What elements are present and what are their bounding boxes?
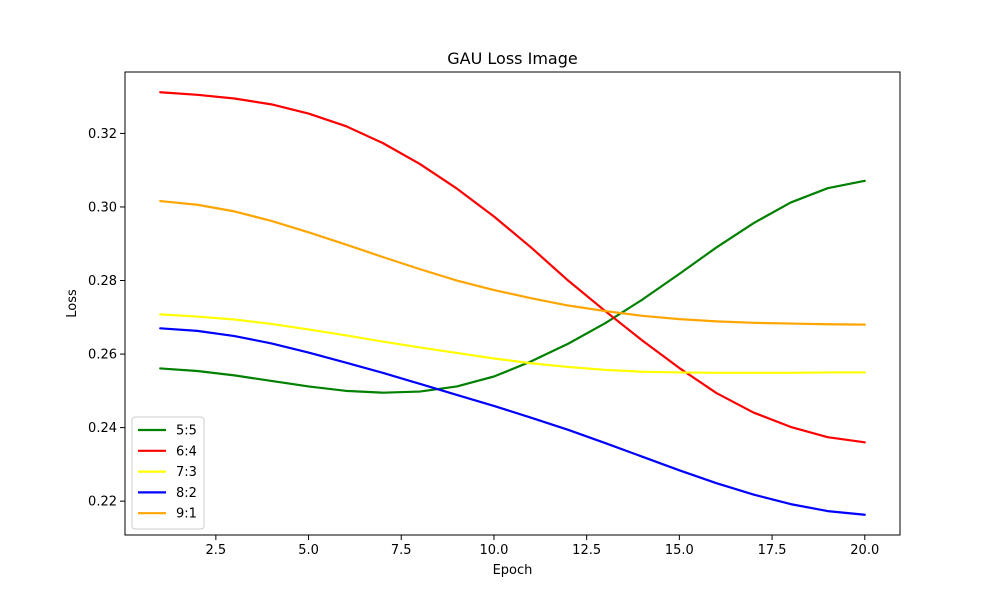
series-line-7-3: [159, 313, 866, 374]
y-tick-label: 0.28: [88, 274, 117, 289]
x-tick-label: 2.5: [206, 543, 227, 558]
series-line-8-2: [159, 327, 866, 516]
series-line-9-1: [159, 199, 866, 326]
legend-label: 5:5: [176, 424, 197, 439]
chart-title: GAU Loss Image: [447, 49, 577, 68]
series-line-6-4: [159, 91, 866, 444]
y-tick-label: 0.24: [88, 421, 117, 436]
legend-label: 8:2: [176, 486, 197, 501]
x-tick-label: 20.0: [850, 543, 879, 558]
x-tick-label: 17.5: [758, 543, 787, 558]
y-axis-label: Loss: [65, 289, 80, 318]
plot-frame: [124, 71, 901, 536]
y-tick-label: 0.26: [88, 348, 117, 363]
legend-label: 6:4: [176, 444, 197, 459]
x-tick-label: 7.5: [391, 543, 412, 558]
series-layer: [159, 91, 866, 516]
series-line-5-5: [159, 179, 866, 394]
x-tick-label: 5.0: [298, 543, 319, 558]
legend-label: 9:1: [176, 507, 197, 522]
y-tick-label: 0.22: [88, 495, 117, 510]
y-tick-label: 0.30: [88, 200, 117, 215]
legend-box: [131, 416, 205, 530]
legend: 5:5 6:4 7:3 8:2 9:1: [131, 416, 205, 530]
x-tick-label: 12.5: [572, 543, 601, 558]
legend-label: 7:3: [176, 465, 197, 480]
y-tick-label: 0.32: [88, 127, 117, 142]
x-tick-label: 10.0: [479, 543, 508, 558]
ticks-layer: 2.5 5.0 7.5 10.0 12.5 15.0 17.5 20.0 0.22 0.24 0.2…: [88, 127, 879, 558]
x-tick-label: 15.0: [665, 543, 694, 558]
x-axis-label: Epoch: [493, 563, 533, 578]
